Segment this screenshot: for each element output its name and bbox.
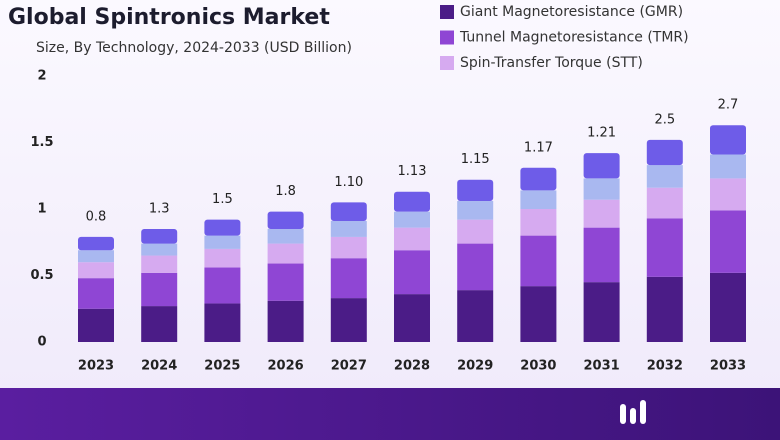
bar-segment: [583, 282, 620, 342]
chart-subtitle: Size, By Technology, 2024-2033 (USD Bill…: [36, 40, 352, 56]
chart-title: Global Spintronics Market: [8, 5, 330, 30]
bar-label: 1.3: [149, 201, 170, 216]
bar-segment: [78, 250, 114, 263]
bar-segment: [330, 236, 367, 259]
bar-label: 1.21: [587, 126, 616, 141]
bar-segment: [646, 218, 683, 277]
bar-segment: [583, 178, 620, 200]
bar-segment: [394, 227, 430, 251]
bar-segment: [583, 153, 620, 179]
bar-segment: [267, 243, 304, 264]
bar-segment: [583, 199, 620, 228]
bar-segment: [330, 298, 367, 342]
bar-segment: [141, 228, 178, 244]
x-tick-label: 2031: [584, 359, 620, 374]
bar-segment: [394, 211, 430, 228]
y-tick-label: 0: [37, 335, 46, 350]
x-tick-label: 2024: [141, 359, 177, 374]
bar-label: 1.17: [524, 140, 553, 155]
legend-label: Spin-Transfer Torque (STT): [460, 55, 643, 71]
bar-label: 1.5: [212, 192, 233, 207]
bar-segment: [267, 228, 304, 244]
bar-label: 0.8: [86, 209, 107, 224]
bar-segment: [267, 211, 304, 229]
bar-segment: [204, 235, 241, 249]
bar-segment: [330, 258, 367, 299]
legend-label: Tunnel Magnetoresistance (TMR): [459, 30, 689, 46]
bar-segment: [457, 243, 494, 291]
bar-label: 1.10: [334, 175, 363, 190]
y-tick-label: 1.5: [30, 135, 53, 150]
x-tick-label: 2032: [647, 359, 683, 374]
bar-segment: [394, 191, 430, 212]
bar-segment: [78, 308, 114, 342]
x-tick-label: 2030: [520, 359, 556, 374]
bar-segment: [710, 272, 746, 342]
bar-segment: [710, 178, 746, 211]
bar-segment: [520, 286, 557, 342]
x-tick-label: 2028: [394, 359, 430, 374]
bar-segment: [267, 300, 304, 342]
bar-segment: [646, 139, 683, 166]
legend-label: Giant Magnetoresistance (GMR): [460, 4, 683, 20]
bar-segment: [204, 219, 241, 236]
bar-label: 1.15: [461, 152, 490, 167]
bar-segment: [646, 276, 683, 342]
y-tick-label: 2: [37, 69, 46, 84]
bar-segment: [520, 235, 557, 287]
bar-segment: [710, 125, 746, 155]
bar-segment: [394, 294, 430, 342]
x-tick-label: 2027: [331, 359, 367, 374]
bar-segment: [646, 187, 683, 219]
footer-band: [0, 388, 780, 440]
bar-segment: [330, 220, 367, 237]
bar-segment: [394, 250, 430, 295]
bar-segment: [204, 267, 241, 304]
x-tick-label: 2029: [457, 359, 493, 374]
legend-swatch: [440, 5, 454, 19]
bar-segment: [330, 202, 367, 221]
bar-segment: [204, 248, 241, 268]
bar-segment: [457, 201, 494, 220]
x-tick-label: 2025: [204, 359, 240, 374]
bar-segment: [646, 165, 683, 188]
x-tick-label: 2033: [710, 359, 746, 374]
bar-segment: [520, 167, 557, 191]
bar-segment: [141, 306, 178, 342]
bar-segment: [78, 262, 114, 279]
legend-swatch: [440, 30, 454, 45]
bar-segment: [710, 154, 746, 179]
bar-segment: [141, 272, 178, 307]
bar-segment: [204, 303, 241, 342]
bar-segment: [267, 263, 304, 301]
bar-segment: [141, 255, 178, 273]
bar-segment: [457, 219, 494, 244]
bar-label: 2.5: [654, 112, 675, 127]
y-tick-label: 1: [37, 202, 46, 217]
bar-segment: [78, 278, 114, 309]
x-tick-label: 2026: [268, 359, 304, 374]
bar-segment: [710, 210, 746, 273]
bar-label: 1.8: [275, 184, 296, 199]
bar-segment: [457, 290, 494, 342]
bar-segment: [457, 179, 494, 202]
bar-label: 1.13: [398, 164, 427, 179]
bar-segment: [141, 243, 178, 256]
logo-icon: [620, 400, 646, 424]
bar-segment: [520, 190, 557, 209]
y-tick-label: 0.5: [30, 268, 53, 283]
x-tick-label: 2023: [78, 359, 114, 374]
bar-segment: [78, 236, 114, 251]
bar-segment: [520, 209, 557, 236]
legend-swatch: [440, 56, 454, 70]
bar-label: 2.7: [718, 98, 739, 113]
bar-segment: [583, 227, 620, 283]
